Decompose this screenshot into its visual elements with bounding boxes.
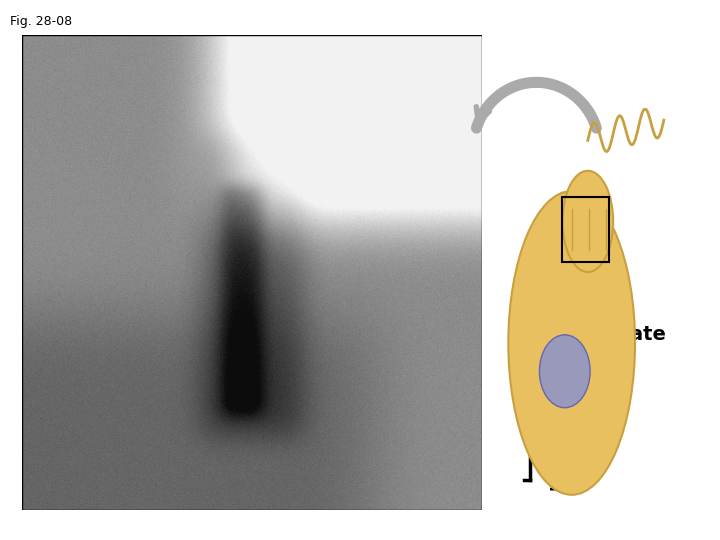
Text: 0.2 µm: 0.2 µm <box>545 426 563 490</box>
Ellipse shape <box>539 335 590 408</box>
Ellipse shape <box>562 171 613 272</box>
Ellipse shape <box>508 191 635 495</box>
Bar <box>22 35 482 510</box>
Text: Fig. 28-08: Fig. 28-08 <box>10 15 72 28</box>
Text: Alveolate: Alveolate <box>563 325 667 344</box>
Text: Flagellum: Flagellum <box>125 42 225 60</box>
Text: Copyright ©2008. Pearson Education, Inc., publishing as Pearson Benjamin Cumming: Copyright ©2008. Pearson Education, Inc.… <box>27 495 333 502</box>
Text: Alveoli: Alveoli <box>366 42 434 60</box>
